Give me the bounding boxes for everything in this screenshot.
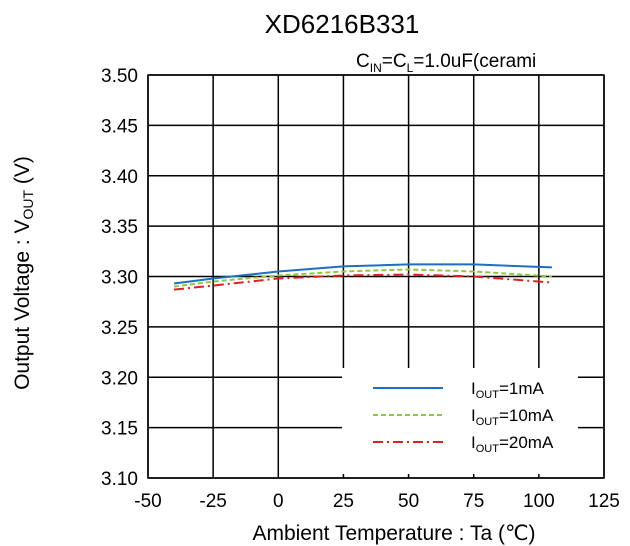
legend: IOUT=1mA IOUT=10mA IOUT=20mA	[342, 368, 578, 474]
x-tick-label: 50	[398, 491, 419, 512]
x-tick-labels: -50 -25 0 25 50 75 100 125	[134, 491, 620, 512]
series-lines	[173, 263, 552, 291]
plot-frame	[147, 74, 605, 479]
legend-label-3: IOUT=20mA	[471, 433, 554, 455]
y-tick-labels: 3.10 3.15 3.20 3.25 3.30 3.35 3.40 3.45 3.50	[101, 66, 138, 490]
series-line-1	[173, 263, 552, 285]
y-tick-label: 3.25	[101, 318, 138, 339]
y-tick-label: 3.40	[101, 167, 138, 188]
y-tick-label: 3.10	[101, 469, 138, 490]
legend-box	[342, 368, 578, 474]
chart-title: XD6216B331	[265, 9, 420, 39]
legend-label-1: IOUT=1mA	[471, 379, 545, 401]
x-tick-label: 25	[333, 491, 354, 512]
series-line-3	[173, 273, 552, 291]
chart-subtitle: CIN=CL=1.0uF(cerami	[356, 51, 536, 75]
x-tick-label: 0	[273, 491, 284, 512]
x-tick-label: 75	[463, 491, 484, 512]
y-tick-label: 3.35	[101, 217, 138, 238]
legend-label-2: IOUT=10mA	[471, 406, 554, 428]
y-tick-label: 3.30	[101, 268, 138, 289]
x-tick-label: 100	[523, 491, 555, 512]
y-tick-label: 3.15	[101, 419, 138, 440]
x-tick-label: -50	[134, 491, 161, 512]
y-axis-label: Output Voltage : VOUT (V)	[11, 156, 36, 390]
y-tick-label: 3.45	[101, 116, 138, 137]
series-line-2	[173, 268, 552, 288]
y-tick-label: 3.20	[101, 368, 138, 389]
y-tick-label: 3.50	[101, 66, 138, 87]
x-tick-label: 125	[588, 491, 620, 512]
x-axis-label: Ambient Temperature : Ta (℃)	[252, 522, 535, 545]
x-tick-label: -25	[199, 491, 226, 512]
